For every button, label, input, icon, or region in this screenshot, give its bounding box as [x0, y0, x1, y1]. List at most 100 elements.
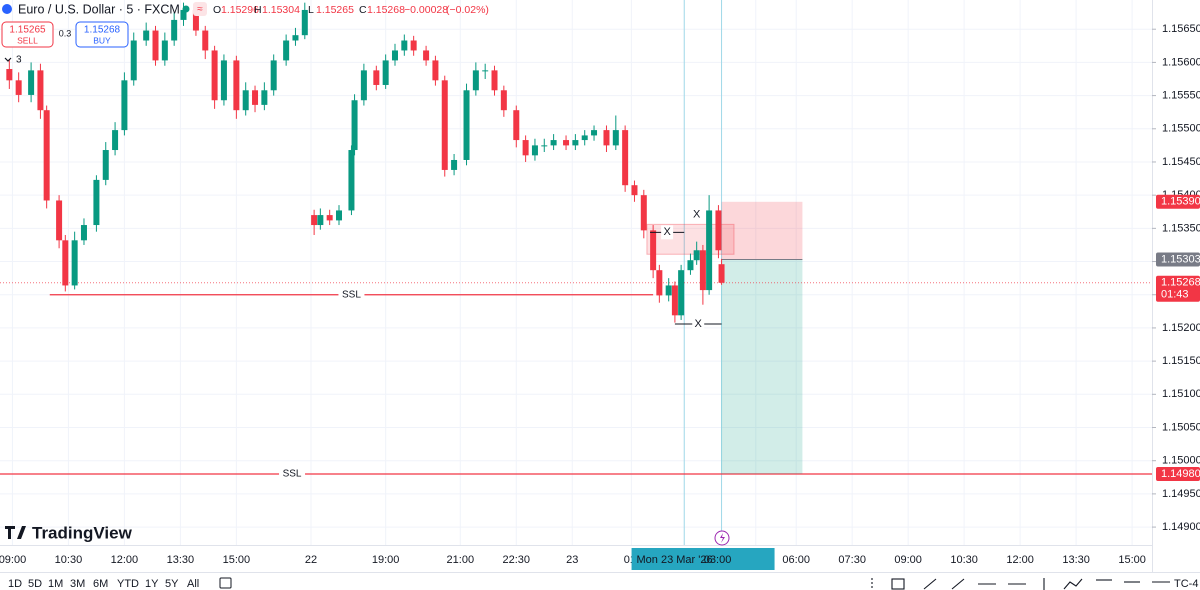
mark-label: X [693, 208, 701, 220]
candle-body [15, 80, 22, 95]
change-percent: (−0.02%) [446, 4, 489, 16]
candle-body [401, 40, 408, 51]
mark-label: X [695, 318, 703, 330]
drawing-tools [871, 578, 1170, 590]
tool-path[interactable] [1063, 578, 1083, 590]
tool-ray[interactable] [923, 578, 937, 590]
sell-price: 1.15265 [9, 25, 46, 36]
ohlc-value: 1.15296 [221, 4, 259, 16]
candle-body [441, 80, 448, 170]
target-zone [721, 259, 803, 474]
candle-body [56, 200, 63, 241]
x-tick-label: 12:00 [111, 554, 139, 566]
candle-body [391, 50, 398, 61]
ohlc-key: H [254, 4, 262, 16]
candle-body [706, 210, 713, 291]
buy-button[interactable] [75, 21, 129, 48]
candle-body [326, 215, 333, 221]
y-tick-label: 1.15050 [1162, 421, 1200, 433]
candle-body [423, 50, 430, 61]
sell-button[interactable] [1, 21, 54, 48]
ohlc-value: 1.15265 [316, 4, 354, 16]
candle-body [62, 240, 69, 286]
candle-body [6, 69, 13, 81]
buy-price: 1.15268 [84, 25, 121, 36]
candle-body [161, 40, 168, 61]
candle-body [301, 9, 308, 36]
candle-body [37, 70, 44, 111]
stop-price-label: 1.15390 [1161, 196, 1200, 208]
level-label: SSL [283, 469, 302, 480]
candle-body [513, 110, 520, 141]
range-button[interactable]: 3M [70, 578, 85, 590]
x-tick-label: 09:00 [0, 554, 26, 566]
range-button[interactable]: YTD [117, 578, 139, 590]
range-button[interactable]: All [187, 578, 199, 590]
range-button[interactable]: 5Y [165, 578, 179, 590]
candle-body [80, 225, 87, 241]
indicator-count: 3 [16, 55, 22, 66]
y-tick-label: 1.15550 [1162, 89, 1200, 101]
candle-body [665, 285, 672, 296]
tool-rect[interactable] [891, 578, 905, 590]
stop-price-label-bg [1156, 194, 1200, 209]
y-tick-label: 1.15000 [1162, 455, 1200, 467]
candle-body [531, 145, 538, 156]
candle-body [270, 60, 277, 91]
y-tick-label: 1.15600 [1162, 56, 1200, 68]
candle-body [202, 30, 209, 51]
date-range-icon[interactable] [219, 577, 232, 589]
brand-name: TradingView [32, 523, 133, 542]
candle-body [718, 264, 725, 283]
candle-body [500, 90, 507, 111]
candle-body [640, 195, 647, 231]
candle-body [351, 100, 358, 151]
x-tick-label: 09:00 [894, 554, 922, 566]
x-tick-label: 21:00 [447, 554, 475, 566]
candle-body [192, 9, 199, 31]
indicator-toggle[interactable] [4, 57, 12, 62]
mark-label-bg [692, 316, 705, 331]
y-tick-label: 1.15450 [1162, 156, 1200, 168]
candle-body [143, 30, 150, 41]
candle-body [591, 130, 598, 136]
status-badge-icon: ≈ [197, 4, 203, 15]
layout-button[interactable]: TC-4 [1174, 578, 1198, 590]
candle-body [432, 60, 439, 81]
ohlc-key: L [308, 4, 314, 16]
candle-body [541, 145, 548, 147]
candle-body [678, 270, 685, 316]
axes: 1.14900 1.14950 1.15000 1.15050 1.15100 1.151… [0, 23, 1200, 570]
candle-body [233, 60, 240, 111]
ohlc-key: O [213, 4, 221, 16]
candle-body [671, 285, 678, 316]
candle-body [572, 140, 579, 146]
candle-body [71, 240, 78, 286]
candle-body [373, 70, 380, 85]
range-button[interactable]: 6M [93, 578, 108, 590]
event-icon-bolt [720, 533, 725, 543]
candle-body [102, 150, 109, 180]
x-tick-label: 19:00 [372, 554, 400, 566]
range-button[interactable]: 1Y [145, 578, 159, 590]
candle-body [283, 40, 290, 61]
tool-trend[interactable] [951, 578, 965, 590]
candle-body [603, 130, 610, 146]
range-button[interactable]: 1M [48, 578, 63, 590]
market-status [182, 5, 190, 13]
candle-body [563, 140, 570, 146]
candle-body [382, 60, 389, 85]
x-tick-label: 13:30 [167, 554, 195, 566]
level-label-bg [338, 287, 365, 302]
symbol-title[interactable]: Euro / U.S. Dollar · 5 · FXCM [18, 2, 180, 16]
candle-body [292, 35, 299, 41]
x-tick-label: 10:30 [950, 554, 978, 566]
x-tick-label: 15:00 [1118, 554, 1146, 566]
range-button[interactable]: 5D [28, 578, 42, 590]
candle-body [121, 80, 128, 131]
range-button[interactable]: 1D [8, 578, 22, 590]
candle-body [550, 140, 557, 146]
candle-body [581, 135, 588, 141]
x-tick-label: 07:30 [838, 554, 866, 566]
